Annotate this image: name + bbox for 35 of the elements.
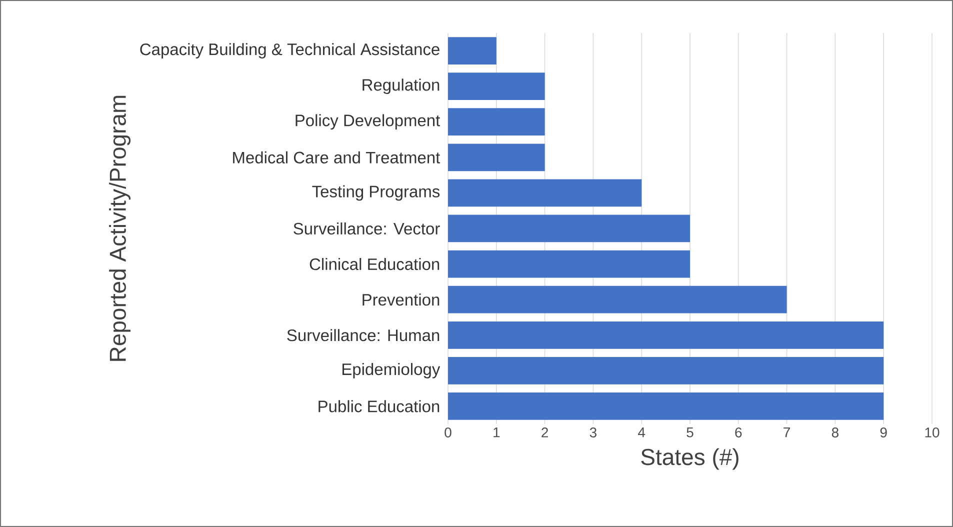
x-tick-label: 6 — [735, 428, 742, 438]
bar — [448, 286, 787, 314]
x-tick-label: 10 — [925, 428, 940, 438]
x-tick-label: 2 — [542, 428, 548, 438]
x-tick-label: 7 — [784, 428, 790, 438]
y-tick-label: Capacity Building & Technical Assistance — [140, 43, 440, 58]
y-tick-label: Public Education — [318, 400, 440, 412]
bar — [448, 214, 690, 242]
x-axis-title: States (#) — [641, 448, 738, 470]
y-tick-label: Testing Programs — [312, 185, 440, 201]
bar — [448, 321, 884, 349]
x-tick-label: 8 — [832, 428, 838, 438]
y-tick-label: Surveillance: Human — [287, 329, 440, 342]
y-tick-label: Epidemiology — [342, 362, 440, 378]
x-tick-label: 0 — [444, 428, 452, 438]
x-tick-label: 5 — [686, 428, 694, 438]
bar — [448, 144, 545, 172]
bar — [448, 72, 545, 100]
y-tick-label: Medical Care and Treatment — [233, 151, 440, 164]
bar — [448, 179, 642, 207]
y-tick-label: Clinical Education — [310, 258, 440, 270]
bar — [448, 250, 690, 278]
y-tick-label: Prevention — [362, 294, 440, 306]
x-tick-label: 4 — [638, 428, 646, 438]
bar — [448, 392, 884, 420]
y-tick-label: Surveillance: Vector — [294, 222, 440, 235]
x-tick-label: 1 — [494, 428, 500, 438]
bar — [448, 37, 496, 64]
bar — [448, 356, 884, 384]
y-axis-title: Reported Activity/Program — [109, 96, 131, 361]
x-tick-label: 9 — [880, 428, 887, 438]
y-tick-label: Policy Development — [296, 114, 440, 130]
x-tick-label: 3 — [590, 428, 596, 438]
bar — [448, 108, 545, 136]
y-tick-label: Regulation — [362, 78, 440, 94]
